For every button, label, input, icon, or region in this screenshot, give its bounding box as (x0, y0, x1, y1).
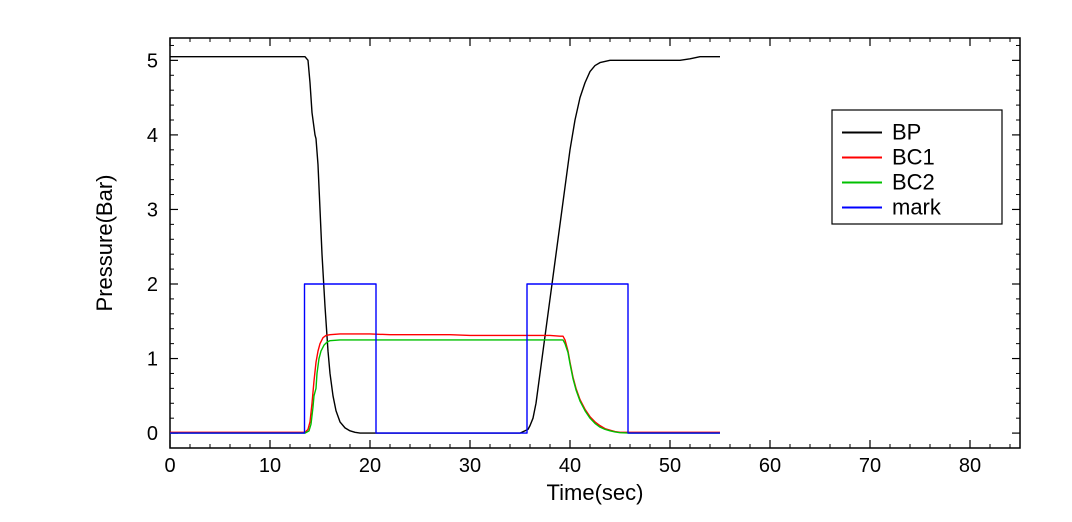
legend-label-bp: BP (892, 120, 921, 145)
plot-border (170, 38, 1020, 448)
x-tick-label: 20 (359, 455, 381, 477)
x-tick-label: 80 (959, 455, 981, 477)
x-tick-label: 60 (759, 455, 781, 477)
y-axis-label: Pressure(Bar) (92, 175, 117, 312)
legend-label-bc2: BC2 (892, 170, 935, 195)
x-tick-label: 70 (859, 455, 881, 477)
x-tick-label: 10 (259, 455, 281, 477)
series-bc2 (170, 340, 720, 433)
series-bc1 (170, 334, 720, 432)
pressure-chart: 0 10 20 30 40 50 60 70 80 0 1 2 3 4 5 Time(sec) Pressure… (0, 0, 1072, 522)
x-tick-label: 30 (459, 455, 481, 477)
y-tick-label: 2 (147, 274, 158, 296)
series-bp (170, 57, 720, 433)
chart-container: 0 10 20 30 40 50 60 70 80 0 1 2 3 4 5 Time(sec) Pressure… (0, 0, 1072, 522)
x-tick-label: 40 (559, 455, 581, 477)
y-tick-label: 4 (147, 125, 158, 147)
y-tick-label: 1 (147, 349, 158, 371)
y-tick-label: 5 (147, 50, 158, 72)
y-tick-label: 0 (147, 423, 158, 445)
legend-label-bc1: BC1 (892, 145, 935, 170)
x-axis-label: Time(sec) (547, 480, 644, 505)
x-tick-label: 0 (164, 455, 175, 477)
y-tick-label: 3 (147, 199, 158, 221)
legend-label-mark: mark (892, 195, 942, 220)
series-mark (170, 284, 720, 433)
x-tick-label: 50 (659, 455, 681, 477)
